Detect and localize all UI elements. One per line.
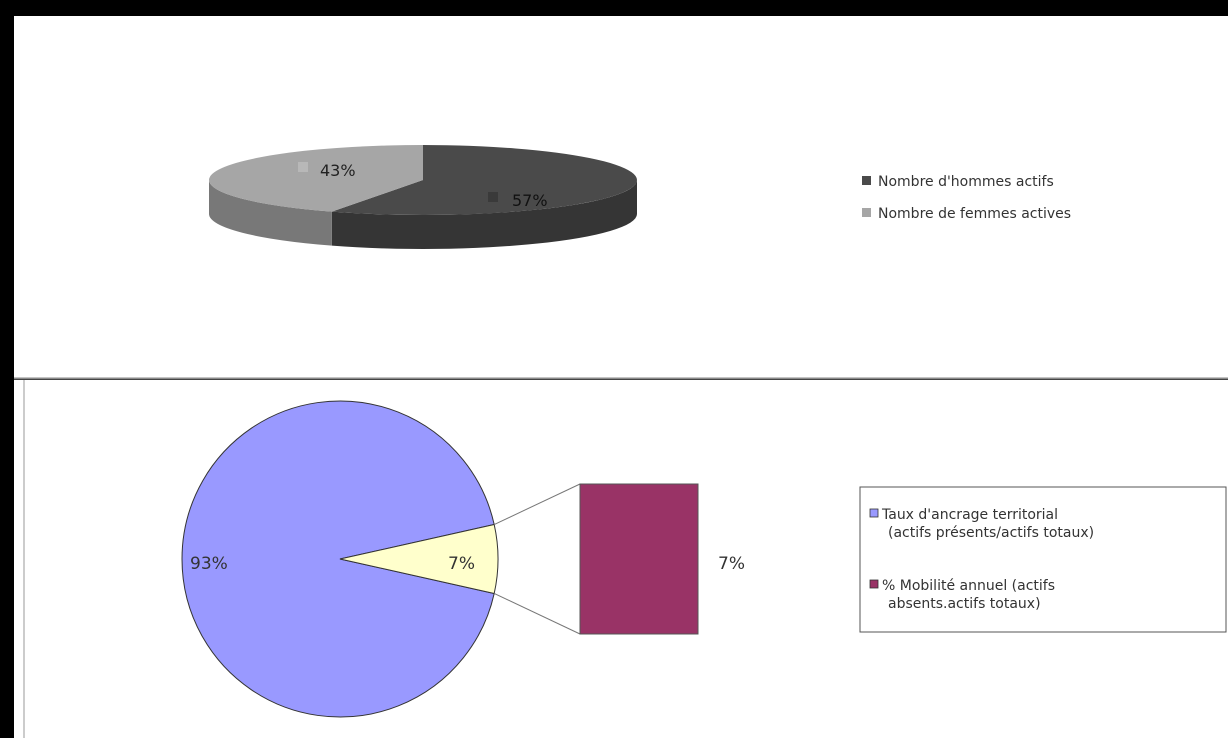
pie1-label-marker-men	[488, 192, 498, 202]
pie1-side-0	[331, 180, 637, 249]
legend-2-label-mobility-line2: absents.actifs totaux)	[888, 596, 1041, 612]
pie2-slices	[181, 400, 499, 718]
pie1-label-marker-women	[298, 162, 308, 172]
legend-2-swatch-mobility	[869, 579, 879, 589]
legend-1-swatch-men	[862, 176, 871, 185]
pie2-slice-mobility	[339, 523, 499, 595]
pie2-connector-bottom	[493, 593, 581, 635]
legend-1-label-women: Nombre de femmes actives	[878, 206, 1071, 222]
pie2-label-mobility: 7%	[448, 554, 475, 574]
chart-2-mobility-bar-of-pie: 93% 7% 7% Taux d'ancrage territorial (ac…	[181, 400, 1227, 718]
pie1-slice-1	[208, 145, 423, 212]
chart-1-gender-pie: 43% 57% Nombre d'hommes actifs Nombre de…	[208, 145, 1071, 249]
legend-1-swatch-women	[862, 208, 871, 217]
pie1-label-women: 43%	[320, 161, 356, 180]
pie2-slice-anchorage	[181, 400, 495, 718]
pie1-label-men: 57%	[512, 191, 548, 210]
pie2-connectors	[493, 483, 581, 635]
legend-2: Taux d'ancrage territorial (actifs prése…	[859, 486, 1227, 633]
legend-2-swatch-anchorage	[869, 508, 879, 518]
bar-of-pie-bar	[579, 483, 699, 635]
legend-1: Nombre d'hommes actifs Nombre de femmes …	[862, 174, 1071, 222]
pie1-labels: 43% 57%	[298, 161, 548, 210]
legend-1-label-men: Nombre d'hommes actifs	[878, 174, 1054, 190]
bar-label-mobility: 7%	[718, 554, 745, 574]
legend-2-label-anchorage-line1: Taux d'ancrage territorial	[881, 507, 1058, 523]
pie1-slice-0	[331, 145, 637, 215]
pie1-side-1	[209, 180, 332, 246]
legend-2-frame	[859, 486, 1227, 633]
pie2-label-anchorage: 93%	[190, 554, 228, 574]
legend-2-label-anchorage-line2: (actifs présents/actifs totaux)	[888, 525, 1094, 541]
pie2-connector-top	[493, 483, 581, 525]
pie1-slices	[208, 145, 637, 249]
legend-2-label-mobility-line1: % Mobilité annuel (actifs	[882, 578, 1055, 594]
